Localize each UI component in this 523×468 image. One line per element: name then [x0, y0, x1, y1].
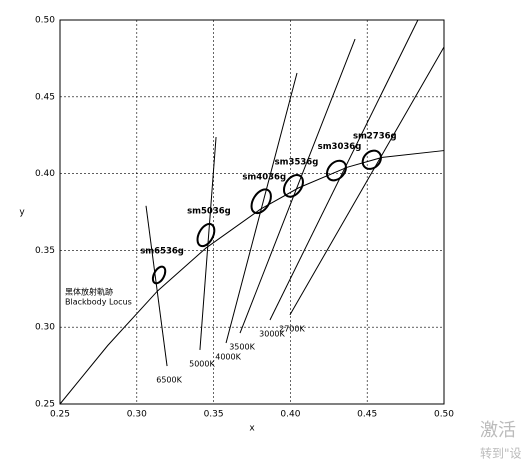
watermark: 激活 — [480, 420, 516, 441]
ellipse-label: sm4036g — [242, 173, 286, 183]
blackbody-locus — [59, 150, 445, 405]
isotherm — [269, 19, 419, 321]
isotherm-label: 5000K — [189, 359, 215, 368]
isotherm-label: 6500K — [156, 376, 182, 385]
isotherm — [239, 38, 356, 334]
x-axis-label: x — [249, 424, 255, 434]
isotherm-label: 4000K — [215, 353, 241, 362]
x-tick-label: 0.25 — [50, 410, 70, 420]
isotherm — [145, 205, 168, 367]
macadam-ellipse — [282, 174, 304, 198]
y-axis-label: y — [19, 208, 25, 218]
macadam-ellipse — [325, 159, 347, 182]
macadam-ellipse — [250, 188, 272, 215]
isotherm-label: 3500K — [229, 343, 255, 352]
isotherm — [225, 72, 298, 344]
macadam-ellipse — [196, 222, 216, 248]
x-tick-label: 0.30 — [127, 410, 147, 420]
isotherm-label: 2700K — [279, 324, 305, 333]
ellipse-label: sm3036g — [318, 142, 362, 152]
y-tick-label: 0.30 — [35, 323, 55, 333]
locus-label-cn: 黑体放射軌跡 — [65, 287, 113, 297]
ellipse-label: sm2736g — [353, 131, 397, 141]
ellipse-label: sm5036g — [187, 207, 231, 217]
ellipse-label: sm6536g — [140, 246, 184, 256]
macadam-ellipse — [361, 149, 382, 170]
locus-label: Blackbody Locus — [65, 298, 132, 307]
isotherm-label: 3000K — [259, 329, 285, 338]
x-tick-label: 0.35 — [204, 410, 224, 420]
isotherm — [289, 46, 445, 316]
y-tick-label: 0.45 — [35, 92, 55, 102]
x-tick-label: 0.45 — [357, 410, 377, 420]
y-tick-label: 0.35 — [35, 246, 55, 256]
ellipse-label: sm3536g — [275, 157, 319, 167]
y-tick-label: 0.40 — [35, 169, 55, 179]
watermark: 转到"设 — [480, 446, 522, 461]
y-tick-label: 0.25 — [35, 400, 55, 410]
macadam-ellipse — [151, 265, 167, 285]
x-tick-label: 0.40 — [280, 410, 300, 420]
y-tick-label: 0.50 — [35, 16, 55, 26]
x-tick-label: 0.50 — [434, 410, 454, 420]
